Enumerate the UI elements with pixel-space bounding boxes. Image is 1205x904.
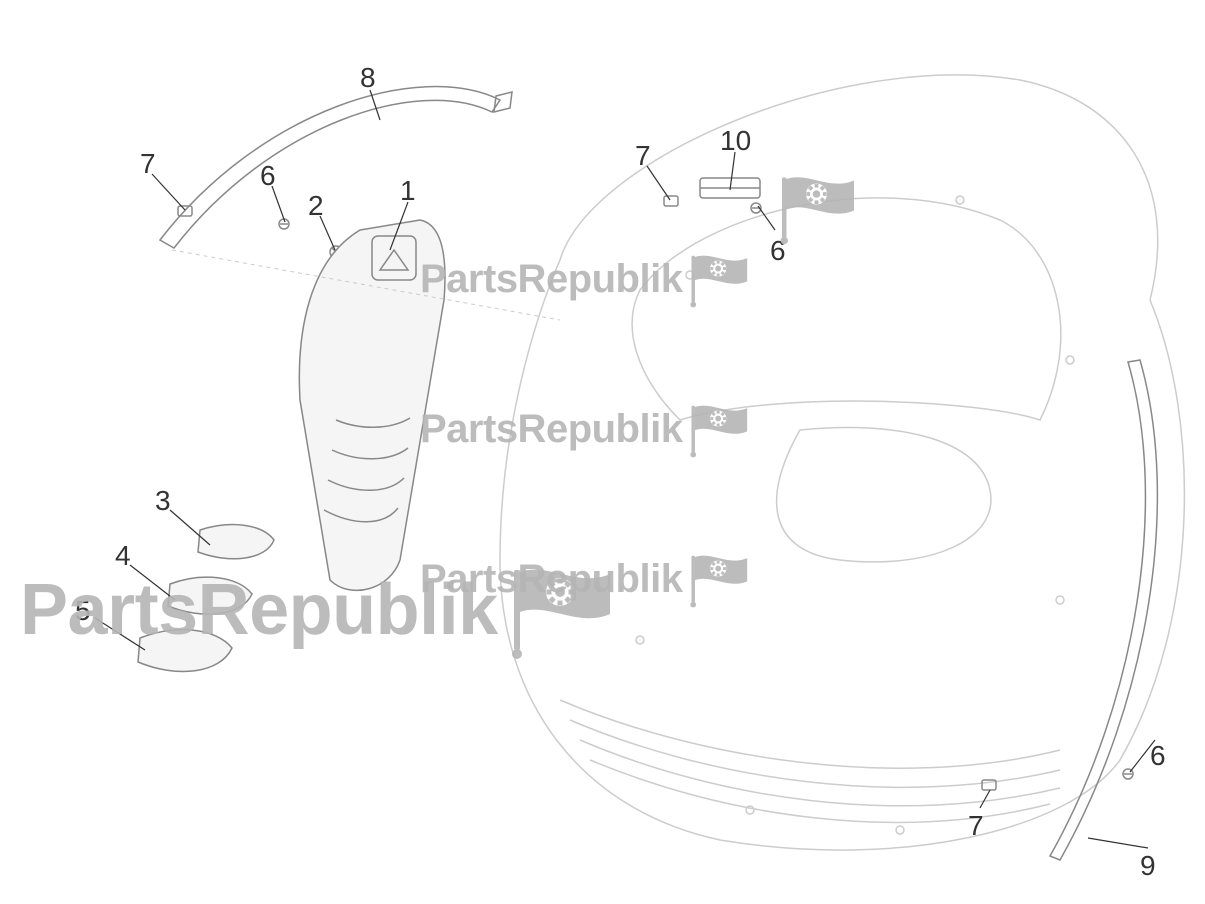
callout-label-6: 6 <box>1150 740 1166 772</box>
callout-label-8: 8 <box>360 62 376 94</box>
callout-label-7: 7 <box>635 140 651 172</box>
callout-leader <box>152 174 185 210</box>
callout-label-7: 7 <box>968 810 984 842</box>
callout-label-2: 2 <box>308 190 324 222</box>
callout-label-7: 7 <box>140 148 156 180</box>
callout-label-10: 10 <box>720 125 751 157</box>
callout-leader <box>170 510 210 545</box>
watermark-text: PartsRepublik <box>420 557 682 602</box>
diagram-canvas: 123456667778910 PartsRepublik PartsRepub… <box>0 0 1205 904</box>
watermark: PartsRepublik <box>420 400 752 458</box>
callout-leader <box>980 790 990 808</box>
callout-label-6: 6 <box>260 160 276 192</box>
callout-label-9: 9 <box>1140 850 1156 882</box>
callout-leader <box>730 152 735 190</box>
callout-leader <box>1088 838 1148 848</box>
watermark: PartsRepublik <box>420 250 752 308</box>
flag-gear-icon <box>682 550 752 608</box>
callout-label-3: 3 <box>155 485 171 517</box>
watermark <box>770 170 860 245</box>
flag-gear-icon <box>682 250 752 308</box>
flag-gear-icon <box>682 400 752 458</box>
watermark-text: PartsRepublik <box>420 407 682 452</box>
watermark-text: PartsRepublik <box>420 257 682 302</box>
callout-label-1: 1 <box>400 175 416 207</box>
watermark: PartsRepublik <box>420 550 752 608</box>
flag-gear-icon <box>770 170 860 245</box>
